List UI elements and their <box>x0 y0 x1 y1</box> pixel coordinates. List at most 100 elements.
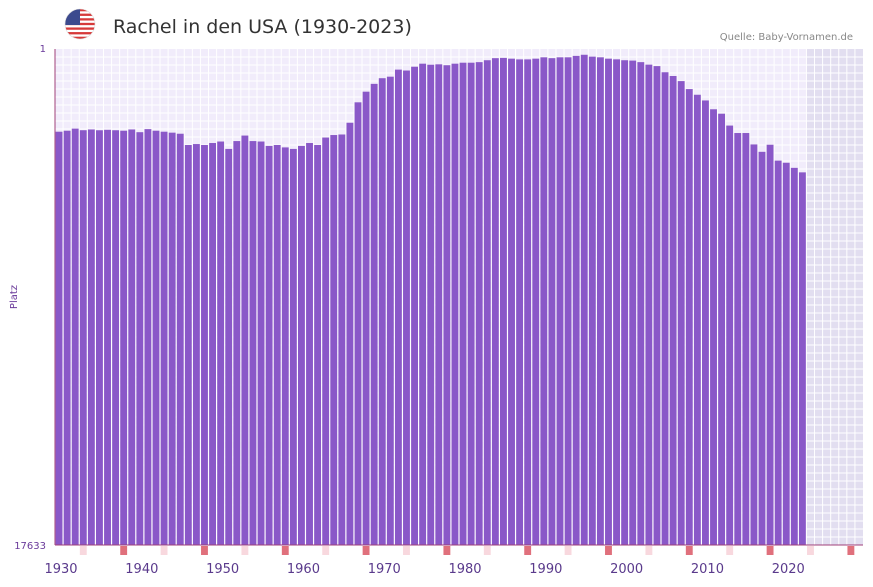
bar-1952 <box>233 141 241 545</box>
year-marks <box>79 546 855 555</box>
bar-1950 <box>217 141 225 545</box>
x-tick-label: 1940 <box>125 562 158 577</box>
bar-1984 <box>491 58 499 546</box>
bar-1982 <box>475 62 483 545</box>
bar-1979 <box>451 63 459 546</box>
bar-1962 <box>314 145 322 545</box>
bar-1946 <box>184 145 192 545</box>
x-tick-label: 1980 <box>448 562 481 577</box>
bar-2017 <box>758 151 766 545</box>
bar-1997 <box>596 57 604 545</box>
bar-2021 <box>790 167 798 545</box>
bar-1980 <box>459 62 467 545</box>
bar-1968 <box>362 91 370 545</box>
bar-1932 <box>71 128 79 545</box>
bar-1965 <box>338 134 346 545</box>
bar-1999 <box>613 59 620 546</box>
year-mark-1983 <box>483 546 491 555</box>
bar-1930 <box>55 131 63 546</box>
bar-1972 <box>394 69 402 545</box>
bar-1947 <box>192 144 200 546</box>
bar-1964 <box>330 135 338 545</box>
bar-1973 <box>403 70 410 546</box>
bar-1992 <box>556 57 564 545</box>
bar-2009 <box>693 94 701 545</box>
bar-1951 <box>225 148 233 545</box>
bar-1996 <box>588 56 596 545</box>
bar-1998 <box>605 58 612 546</box>
x-tick-labels: 1930 1940 1950 1960 1970 1980 1990 2000 2010 2020 <box>44 562 804 577</box>
bar-1983 <box>483 60 491 546</box>
bar-1955 <box>257 141 265 545</box>
y-tick-label-bottom: 17633 <box>14 541 46 552</box>
bar-1954 <box>249 141 257 545</box>
flag-stripe <box>65 25 95 28</box>
bar-1957 <box>273 145 281 545</box>
year-mark-2008 <box>685 546 693 555</box>
flag-stripe <box>65 36 95 39</box>
bar-1942 <box>152 130 160 545</box>
bar-2005 <box>661 72 669 545</box>
year-mark-1958 <box>281 546 289 555</box>
bar-1933 <box>79 130 87 545</box>
bar-1978 <box>443 65 451 545</box>
bar-1976 <box>427 64 435 546</box>
bar-1985 <box>500 57 507 546</box>
bars <box>55 54 806 546</box>
bar-2010 <box>702 100 709 546</box>
y-axis-title: Platz <box>9 285 20 309</box>
grid <box>54 49 863 545</box>
bar-2019 <box>774 160 782 545</box>
year-mark-1993 <box>564 546 572 555</box>
year-mark-1953 <box>241 546 249 555</box>
bar-1971 <box>386 76 394 546</box>
bar-1943 <box>160 131 168 546</box>
bar-1986 <box>508 58 515 546</box>
bar-1990 <box>540 57 548 545</box>
bar-1960 <box>298 145 305 545</box>
bar-1948 <box>201 145 208 545</box>
year-mark-2028 <box>847 546 855 555</box>
bar-2020 <box>782 162 790 545</box>
year-mark-1998 <box>605 546 612 555</box>
bar-1991 <box>548 58 556 546</box>
x-tick-label: 1970 <box>368 562 401 577</box>
bar-1949 <box>209 143 216 546</box>
bar-1995 <box>580 54 588 546</box>
flag-stripe <box>65 27 95 31</box>
bar-1974 <box>411 66 418 545</box>
bar-1953 <box>241 135 249 545</box>
bar-2015 <box>742 133 750 546</box>
bar-1961 <box>306 143 313 546</box>
flag-stripe <box>65 34 95 37</box>
bar-1934 <box>87 129 95 545</box>
bar-1940 <box>136 132 144 546</box>
x-tick-label: 1950 <box>206 562 239 577</box>
year-mark-1968 <box>362 546 370 555</box>
bar-2006 <box>669 76 677 546</box>
x-tick-label: 2010 <box>691 562 724 577</box>
bar-2014 <box>734 133 742 546</box>
bar-1938 <box>120 130 128 545</box>
source-label: Quelle: Baby-Vornamen.de <box>720 32 853 43</box>
x-tick-label: 2020 <box>772 562 805 577</box>
bar-2004 <box>653 66 661 545</box>
x-tick-label: 1990 <box>529 562 562 577</box>
bar-1931 <box>63 130 71 545</box>
year-mark-1943 <box>160 546 168 555</box>
bar-1969 <box>370 83 378 545</box>
bar-1958 <box>281 147 289 545</box>
year-mark-2018 <box>766 546 774 555</box>
bar-2003 <box>645 64 653 545</box>
bar-1989 <box>532 58 540 546</box>
x-tick-label: 2000 <box>610 562 643 577</box>
bar-1988 <box>524 59 532 545</box>
year-mark-1933 <box>79 546 87 555</box>
usa-flag-icon <box>64 8 96 40</box>
chart-title: Rachel in den USA (1930-2023) <box>113 16 412 38</box>
bar-1987 <box>516 59 524 545</box>
x-tick-label: 1960 <box>287 562 320 577</box>
bar-1975 <box>419 63 427 546</box>
year-mark-1978 <box>443 546 451 555</box>
